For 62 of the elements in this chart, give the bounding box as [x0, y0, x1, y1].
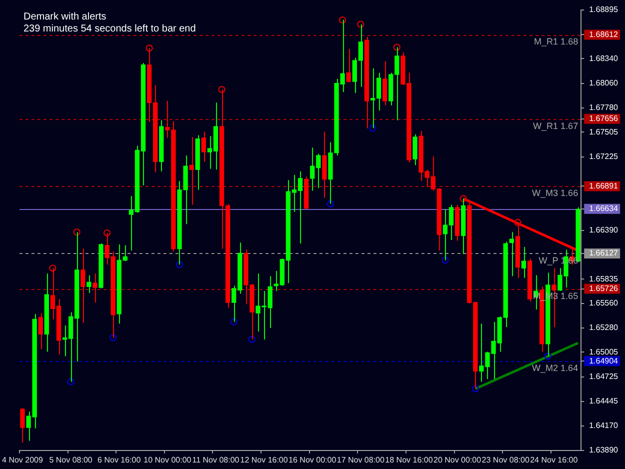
y-tick-label: 1.68060 — [589, 78, 619, 88]
point — [176, 261, 184, 268]
point — [109, 334, 117, 342]
point — [73, 228, 80, 236]
point — [393, 44, 400, 51]
ref-line-label: W_P 1.66 — [538, 255, 578, 266]
x-tick-label: 6 Nov 16:00 — [98, 455, 142, 464]
y-tick-label: 1.67656 — [589, 114, 619, 124]
point — [326, 200, 334, 208]
point — [442, 256, 449, 264]
y-tick-label: 1.65726 — [589, 284, 619, 293]
point — [514, 218, 522, 226]
x-tick-label: 4 Nov 2009 — [2, 455, 44, 464]
point — [460, 195, 467, 202]
point — [218, 86, 226, 94]
y-tick-label: 1.68340 — [589, 54, 619, 63]
x-tick-label: 17 Nov 08:00 — [336, 455, 386, 464]
y-tick-label: 1.65005 — [589, 347, 619, 356]
ref-line-label: W_M3 1.66 — [532, 188, 578, 198]
y-tick-label: 1.64725 — [589, 372, 619, 382]
point — [230, 318, 238, 326]
x-tick-label: 16 Nov 00:00 — [288, 455, 337, 464]
y-tick-label: 1.68612 — [589, 30, 619, 39]
ref-line-label: M_M3 1.65 — [533, 290, 578, 301]
y-tick-label: 1.68895 — [589, 5, 619, 14]
point — [544, 352, 552, 360]
ref-line-label: W_R1 1.67 — [533, 120, 578, 131]
point — [146, 44, 153, 52]
point — [67, 378, 74, 386]
point — [472, 385, 479, 392]
x-tick-label: 10 Nov 00:00 — [144, 455, 192, 464]
x-tick-label: 24 Nov 16:00 — [530, 455, 578, 464]
ref-line-label: W_M2 1.64 — [532, 363, 578, 374]
x-tick-label: 20 Nov 00:00 — [433, 455, 482, 464]
y-tick-label: 1.63890 — [589, 446, 619, 455]
point — [338, 16, 346, 24]
y-tick-label: 1.64445 — [589, 396, 619, 406]
point — [357, 20, 364, 28]
y-tick-label: 1.65280 — [589, 323, 619, 332]
y-tick-label: 1.65560 — [589, 298, 619, 308]
point — [103, 229, 111, 237]
y-tick-label: 1.66891 — [589, 181, 619, 190]
chart-title: Demark with alerts — [23, 12, 106, 23]
x-tick-label: 5 Nov 08:00 — [49, 455, 93, 464]
y-tick-label: 1.66390 — [589, 226, 619, 235]
point — [248, 336, 256, 344]
x-tick-label: 11 Nov 08:00 — [192, 455, 240, 464]
y-tick-label: 1.67780 — [589, 103, 619, 112]
y-tick-label: 1.65835 — [589, 274, 619, 284]
x-tick-label: 18 Nov 16:00 — [385, 455, 434, 464]
ref-line-label: M_R1 1.68 — [534, 36, 578, 47]
point — [369, 124, 376, 132]
y-tick-label: 1.66634 — [589, 204, 619, 214]
y-tick-label: 1.67505 — [589, 127, 619, 136]
point — [49, 264, 56, 272]
y-tick-label: 1.64904 — [589, 356, 619, 366]
x-tick-label: 12 Nov 16:00 — [240, 455, 288, 464]
y-tick-label: 1.66127 — [589, 248, 619, 258]
x-tick-label: 23 Nov 08:00 — [482, 455, 530, 464]
y-tick-label: 1.67225 — [589, 152, 619, 162]
y-tick-label: 1.64170 — [589, 420, 619, 430]
text: 239 minutes 54 seconds left to bar end — [23, 24, 196, 35]
